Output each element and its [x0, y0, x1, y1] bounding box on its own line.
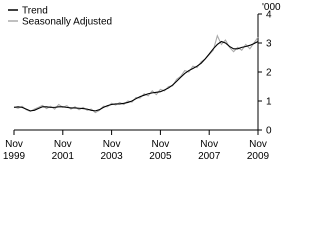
x-tick-label: Nov 1999	[3, 139, 26, 162]
legend-label: Seasonally Adjusted	[22, 17, 112, 28]
x-tick-label: Nov 2005	[149, 139, 172, 162]
y-tick-label: 4	[266, 10, 272, 21]
y-tick-label: 1	[266, 97, 272, 108]
legend-label: Trend	[22, 6, 48, 17]
y-tick-label: 0	[266, 126, 272, 137]
y-tick-label: 3	[266, 39, 272, 50]
x-tick-label: Nov 2009	[247, 139, 270, 162]
x-tick-label: Nov 2007	[198, 139, 221, 162]
series-line	[13, 34, 259, 114]
series-line	[13, 40, 259, 112]
y-tick-label: 2	[266, 68, 272, 79]
y-axis-label: '000	[262, 2, 281, 13]
x-tick-label: Nov 2003	[100, 139, 123, 162]
x-tick-label: Nov 2001	[52, 139, 75, 162]
chart: '000 0 1 2 3 4 Nov 1999 Nov 2001 Nov 2003 Nov 2005 No…	[3, 2, 281, 162]
